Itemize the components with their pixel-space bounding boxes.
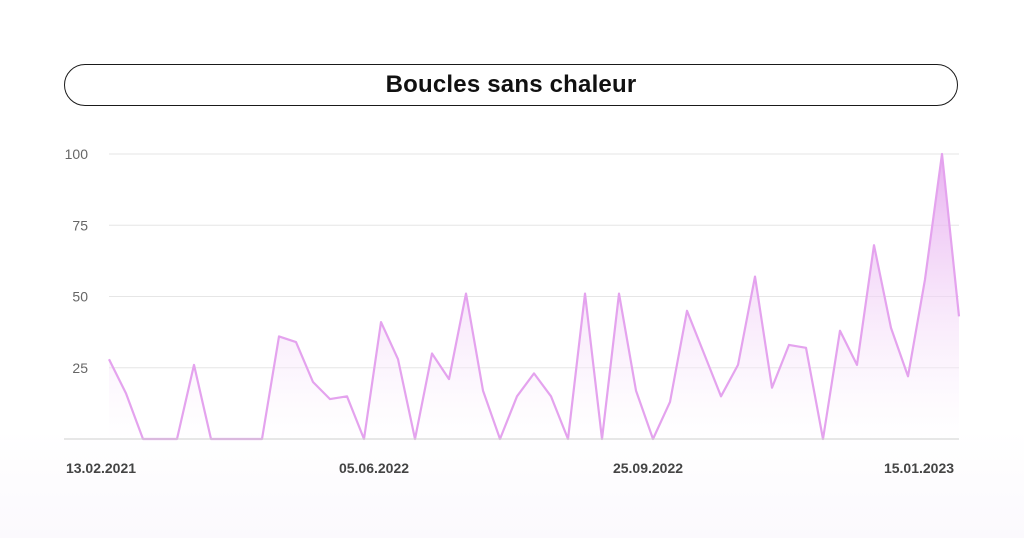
chart-title-pill: Boucles sans chaleur <box>64 64 958 106</box>
y-tick-label: 50 <box>72 289 88 305</box>
y-tick-label: 25 <box>72 360 88 376</box>
y-tick-label: 75 <box>72 217 88 233</box>
x-tick-label: 15.01.2023 <box>884 460 954 476</box>
grid-lines <box>109 153 959 369</box>
chart-title: Boucles sans chaleur <box>385 71 637 98</box>
y-axis-ticks: 25 50 75 100 <box>65 146 89 376</box>
x-tick-label: 05.06.2022 <box>339 460 409 476</box>
y-tick-label: 100 <box>65 146 89 162</box>
series-area <box>109 154 959 439</box>
x-tick-label: 25.09.2022 <box>613 460 683 476</box>
x-axis-ticks: 13.02.2021 05.06.2022 25.09.2022 15.01.2023 <box>66 460 954 476</box>
x-tick-label: 13.02.2021 <box>66 460 136 476</box>
